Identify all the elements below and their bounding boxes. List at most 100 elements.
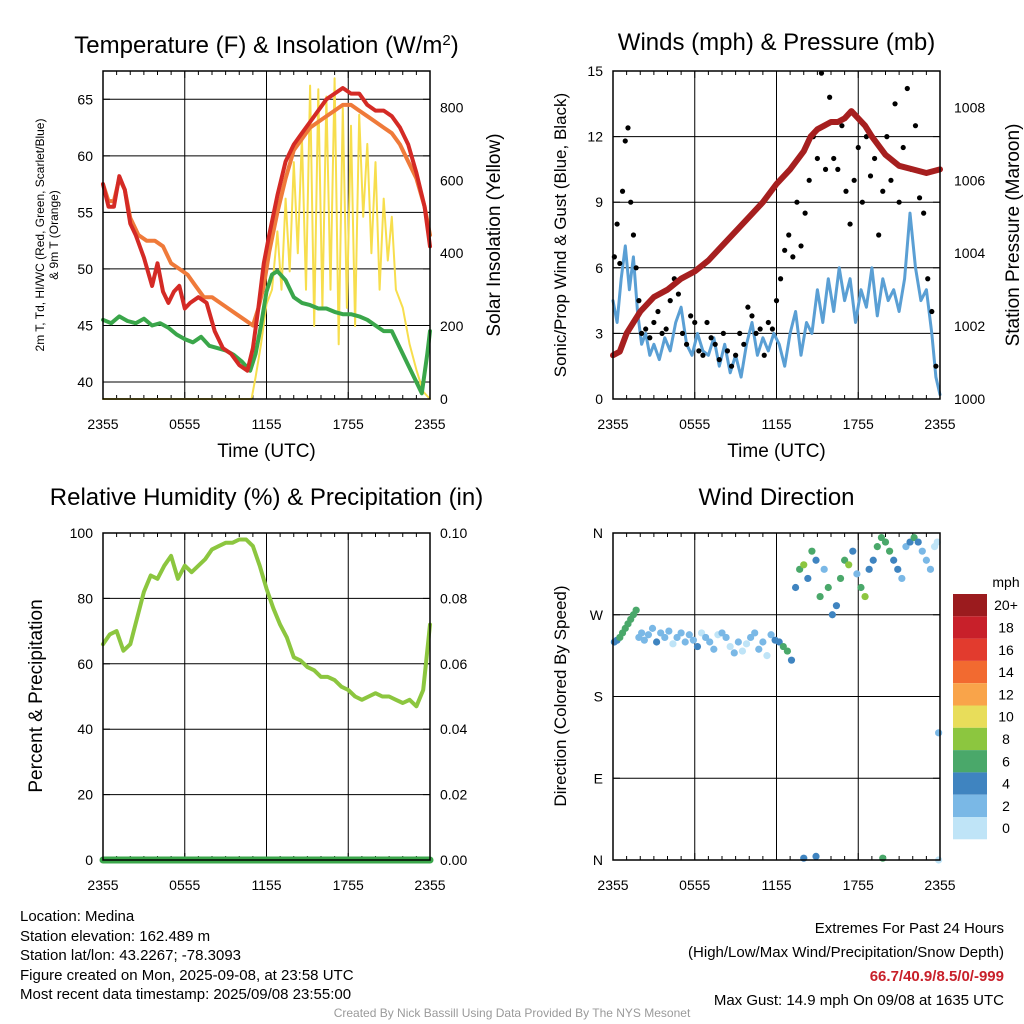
y2-tick-label: 600 xyxy=(440,172,464,188)
direction-point xyxy=(918,547,926,555)
direction-point xyxy=(808,547,816,555)
direction-point xyxy=(751,629,759,637)
plot-border xyxy=(102,70,431,400)
gust-point xyxy=(692,319,698,326)
gust-point xyxy=(683,341,690,347)
chart-title-superscript: 2 xyxy=(442,32,450,49)
y2-tick-label: 1004 xyxy=(954,245,985,261)
y2-tick-label: 1002 xyxy=(954,318,985,334)
x-axis-label: Time (UTC) xyxy=(217,441,316,462)
direction-point xyxy=(738,647,747,655)
y-tick-label: 45 xyxy=(77,317,93,333)
direction-point xyxy=(742,640,751,648)
y-tick-label: N xyxy=(593,525,603,541)
gust-point xyxy=(835,166,841,172)
direction-point xyxy=(914,538,922,546)
direction-point xyxy=(669,640,677,648)
panel-2: Winds (mph) & Pressure (mb) 2355 0555 1155 1… xyxy=(551,29,1024,462)
y-tick-label: 100 xyxy=(70,525,94,541)
legend-swatch xyxy=(953,817,987,840)
legend-label: 6 xyxy=(1002,753,1010,769)
y-axis-label-line2: & 9m T (Orange) xyxy=(47,190,61,280)
y2-tick-label: 0.10 xyxy=(440,525,467,541)
direction-point xyxy=(653,638,661,646)
gust-point xyxy=(757,326,763,332)
x-tick-label: 1155 xyxy=(761,877,791,893)
gust-point xyxy=(782,247,788,253)
y-tick-label: 40 xyxy=(77,721,93,737)
gust-point xyxy=(892,101,898,107)
chart-title: Relative Humidity (%) & Precipitation (i… xyxy=(50,484,483,511)
gust-point xyxy=(921,210,927,216)
gust-point xyxy=(716,357,722,363)
panel-1: Temperature (F) & Insolation (W/m2) 2355 0… xyxy=(33,32,505,463)
gust-point xyxy=(696,348,702,354)
direction-point xyxy=(665,627,673,635)
direction-point xyxy=(677,629,685,637)
x-tick-label: 2355 xyxy=(414,416,445,432)
y2-axis-label: Solar Insolation (Yellow) xyxy=(484,133,505,336)
legend-swatch xyxy=(953,616,987,639)
gust-point xyxy=(847,221,853,227)
direction-point xyxy=(681,638,689,646)
y-axis-label: Sonic/Prop Wind & Gust (Blue, Black) xyxy=(551,93,570,377)
station-info: Location: Medina Station elevation: 162.… xyxy=(20,907,354,1005)
direction-point xyxy=(816,592,824,601)
legend-swatch xyxy=(953,660,987,684)
gust-point xyxy=(622,138,628,144)
y-axis-label: Percent & Precipitation xyxy=(26,599,47,792)
chart-title: Temperature (F) & Insolation (W/m2) xyxy=(74,32,458,60)
y2-tick-label: 1000 xyxy=(954,391,985,407)
direction-point xyxy=(759,638,767,646)
y2-tick-label: 0.06 xyxy=(440,656,467,672)
gust-point xyxy=(617,260,623,267)
gust-point xyxy=(636,298,642,304)
gust-point xyxy=(888,177,894,183)
direction-point xyxy=(710,645,718,653)
direction-point xyxy=(820,565,828,573)
y2-axis-label: Station Pressure (Maroon) xyxy=(1003,124,1024,347)
gust-point xyxy=(912,123,919,129)
direction-point xyxy=(638,629,646,637)
x-tick-label: 1755 xyxy=(333,416,364,432)
x-tick-label: 1155 xyxy=(761,416,791,432)
speed-legend: mph 20+ 18 16 14 12 10 8 6 4 2 0 xyxy=(953,574,1020,840)
direction-point xyxy=(783,647,792,655)
y2-tick-label: 0 xyxy=(440,391,448,407)
direction-point xyxy=(849,547,857,555)
gust-point xyxy=(720,330,726,336)
gust-point xyxy=(855,144,861,151)
gust-point xyxy=(761,352,767,358)
x-tick-label: 1755 xyxy=(333,877,364,893)
gust-point xyxy=(929,308,935,315)
direction-point xyxy=(853,570,861,578)
gust-point xyxy=(745,304,751,310)
gust-point xyxy=(794,199,800,205)
extremes-values: 66.7/40.9/8.5/0/-999 xyxy=(869,968,1004,985)
y-axis-label-line1: 2m T, Td, HI/WC (Red, Green, Scarlet/Blu… xyxy=(33,119,47,352)
plot-border xyxy=(612,532,941,861)
chart-title: Wind Direction xyxy=(698,484,854,511)
gust-point xyxy=(724,348,731,354)
extremes-panel: Extremes For Past 24 Hours (High/Low/Max… xyxy=(688,917,1004,1013)
gust-point xyxy=(679,330,686,336)
gust-point xyxy=(933,363,939,369)
direction-point xyxy=(763,652,771,660)
gust-point xyxy=(619,188,626,194)
y-tick-label: E xyxy=(594,770,603,786)
gust-point xyxy=(667,298,673,304)
direction-point xyxy=(857,583,865,592)
gust-point xyxy=(704,319,710,326)
y2-tick-label: 200 xyxy=(440,318,464,334)
y-tick-label: 9 xyxy=(595,194,603,210)
gust-point xyxy=(630,232,637,238)
direction-point xyxy=(922,556,930,564)
elevation-text: Station elevation: 162.489 m xyxy=(20,927,211,945)
y-tick-label: 3 xyxy=(595,325,603,341)
gust-point xyxy=(769,326,776,332)
gust-point xyxy=(777,276,784,282)
gust-point xyxy=(628,199,634,205)
direction-point xyxy=(791,583,800,592)
direction-point xyxy=(885,547,894,555)
